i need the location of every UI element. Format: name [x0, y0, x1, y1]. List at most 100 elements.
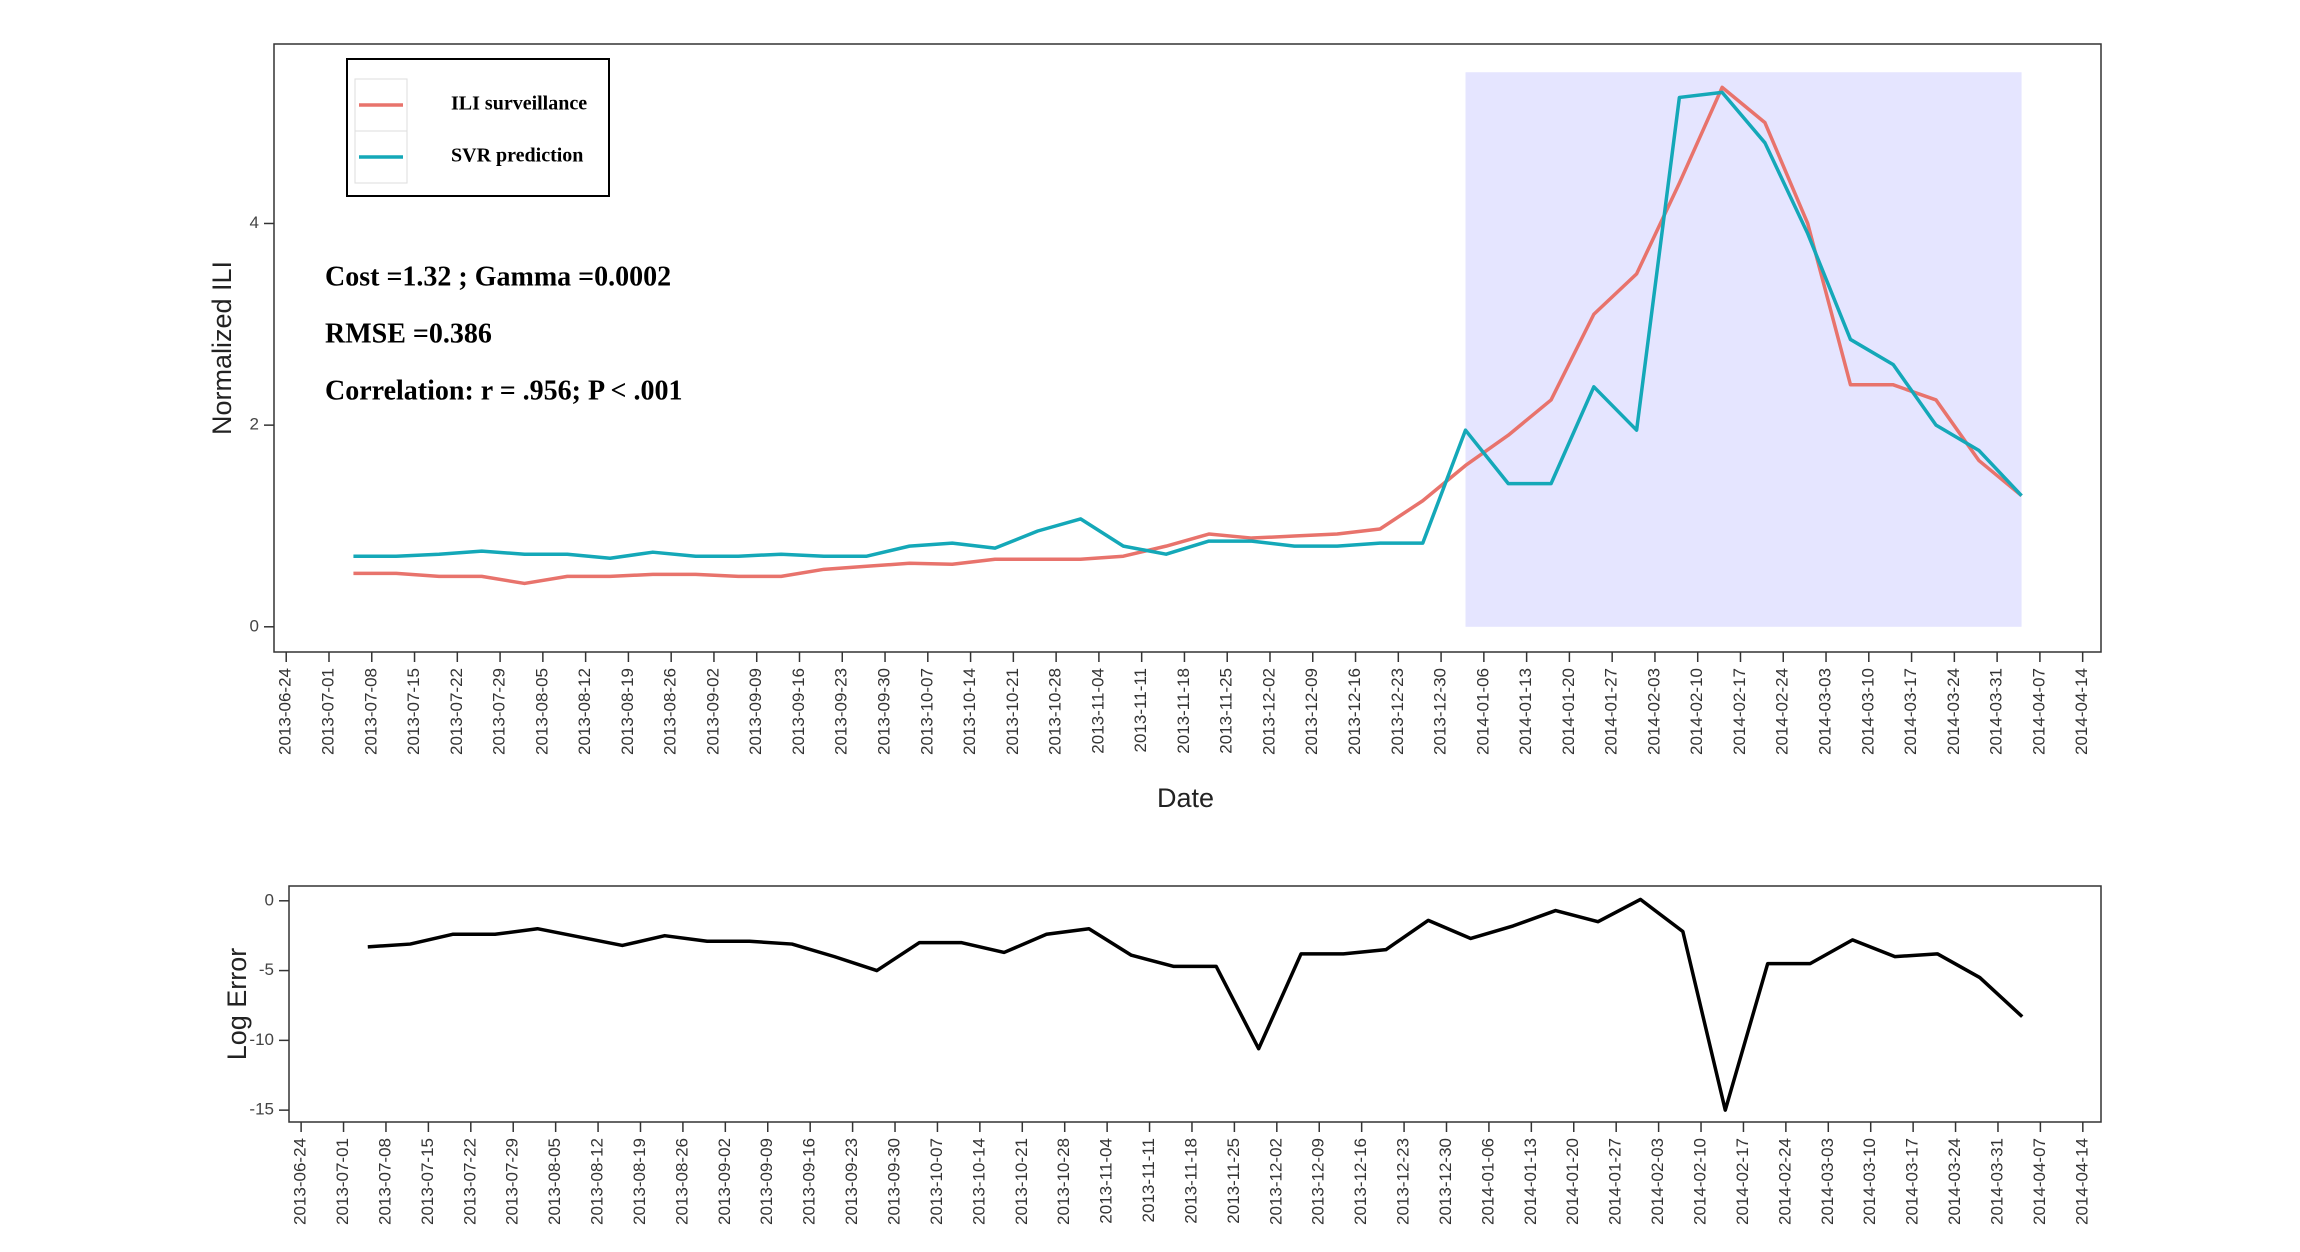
x-tick-label: 2014-04-07 [2030, 1138, 2049, 1225]
x-tick-label: 2014-02-03 [1648, 1138, 1667, 1225]
x-tick-label: 2014-04-07 [2029, 668, 2048, 755]
x-tick-label: 2013-07-01 [318, 668, 337, 755]
x-tick-label: 2013-09-09 [757, 1138, 776, 1225]
x-tick-label: 2013-11-04 [1097, 1138, 1116, 1224]
x-tick-label: 2013-09-02 [715, 1138, 734, 1225]
x-tick-label: 2013-08-26 [661, 668, 680, 755]
plot-frame [273, 43, 2102, 653]
x-tick-label: 2013-09-16 [789, 668, 808, 755]
x-tick-label: 2013-06-24 [291, 1138, 310, 1225]
y-tick-label: -10 [249, 1030, 274, 1049]
x-tick-label: 2013-08-19 [630, 1138, 649, 1225]
x-tick-label: 2014-03-10 [1860, 1138, 1879, 1225]
series-line [353, 90, 2023, 560]
x-tick-label: 2013-12-16 [1345, 668, 1364, 755]
x-tick-label: 2014-01-27 [1602, 668, 1621, 755]
x-tick-label: 2014-01-13 [1516, 668, 1535, 755]
x-tick-label: 2013-10-07 [917, 668, 936, 755]
x-tick-label: 2013-11-25 [1217, 668, 1236, 754]
x-tick-label: 2013-09-30 [885, 1138, 904, 1225]
x-tick-label: 2013-07-01 [333, 1138, 352, 1225]
x-tick-label: 2013-07-15 [418, 1138, 437, 1225]
legend-label: ILI surveillance [451, 93, 587, 115]
x-tick-label: 2013-09-23 [842, 1138, 861, 1225]
x-tick-label: 2013-06-24 [276, 668, 295, 755]
x-tick-label: 2014-03-17 [1901, 668, 1920, 755]
x-tick-label: 2014-03-31 [1987, 668, 2006, 755]
x-tick-label: 2014-01-27 [1606, 1138, 1625, 1225]
x-tick-label: 2014-01-06 [1473, 668, 1492, 755]
x-tick-label: 2014-02-17 [1730, 668, 1749, 755]
y-tick-label: 0 [265, 890, 274, 909]
x-tick-label: 2014-02-24 [1775, 1138, 1794, 1225]
x-tick-label: 2014-01-20 [1559, 668, 1578, 755]
series-line [367, 897, 2024, 1112]
x-tick-label: 2014-04-14 [2072, 1138, 2091, 1225]
legend-label: SVR prediction [451, 145, 583, 167]
x-tick-label: 2013-07-29 [503, 1138, 522, 1225]
x-tick-label: 2013-12-30 [1431, 668, 1450, 755]
panel: 2013-06-24 2013-07-01 2013-07-08 2013-07-15… [207, 43, 2102, 813]
x-tick-label: 2013-10-14 [969, 1138, 988, 1225]
x-tick-label: 2013-10-21 [1012, 1138, 1031, 1225]
x-tick-label: 2014-03-31 [1987, 1138, 2006, 1225]
x-tick-label: 2014-03-24 [1944, 668, 1963, 755]
annotation: Correlation: r = .956; P < .001 [325, 375, 683, 406]
x-tick-label: 2013-07-29 [490, 668, 509, 755]
x-tick-label: 2013-11-18 [1174, 668, 1193, 754]
x-tick-label: 2013-12-02 [1259, 668, 1278, 755]
x-tick-label: 2013-10-14 [960, 668, 979, 755]
x-tick-label: 2013-09-09 [746, 668, 765, 755]
x-tick-label: 2013-10-07 [927, 1138, 946, 1225]
y-tick-label: -5 [259, 960, 274, 979]
x-tick-label: 2014-01-13 [1521, 1138, 1540, 1225]
x-tick-label: 2013-12-02 [1266, 1138, 1285, 1225]
x-tick-label: 2013-08-12 [588, 1138, 607, 1225]
plot-frame [288, 885, 2102, 1123]
x-tick-label: 2014-02-17 [1733, 1138, 1752, 1225]
x-tick-label: 2013-12-30 [1436, 1138, 1455, 1225]
x-tick-label: 2013-08-12 [575, 668, 594, 755]
x-tick-label: 2013-11-18 [1181, 1138, 1200, 1224]
y-tick-label: 0 [250, 616, 259, 635]
x-tick-label: 2013-08-05 [545, 1138, 564, 1225]
x-tick-label: 2013-09-23 [832, 668, 851, 755]
x-tick-label: 2013-10-21 [1003, 668, 1022, 755]
x-tick-label: 2014-02-10 [1687, 668, 1706, 755]
x-tick-label: 2013-12-23 [1388, 668, 1407, 755]
x-tick-label: 2013-08-19 [618, 668, 637, 755]
x-tick-label: 2013-12-23 [1394, 1138, 1413, 1225]
x-tick-label: 2013-07-22 [447, 668, 466, 755]
x-tick-label: 2013-11-11 [1131, 668, 1150, 752]
x-tick-label: 2014-02-03 [1644, 668, 1663, 755]
panel: 2013-06-24 2013-07-01 2013-07-08 2013-07-15… [222, 885, 2102, 1225]
x-tick-label: 2013-11-25 [1224, 1138, 1243, 1224]
x-tick-label: 2014-03-17 [1903, 1138, 1922, 1225]
annotation: Cost =1.32 ; Gamma =0.0002 [325, 261, 671, 292]
x-tick-label: 2013-07-08 [375, 1138, 394, 1225]
x-tick-label: 2013-11-11 [1139, 1138, 1158, 1222]
highlight-region [1465, 72, 2022, 627]
x-tick-label: 2014-03-10 [1858, 668, 1877, 755]
x-tick-label: 2013-12-09 [1309, 1138, 1328, 1225]
x-tick-label: 2013-09-30 [875, 668, 894, 755]
x-tick-label: 2014-04-14 [2072, 668, 2091, 755]
x-tick-label: 2013-07-15 [404, 668, 423, 755]
y-tick-label: -15 [249, 1100, 274, 1119]
x-tick-label: 2013-09-16 [800, 1138, 819, 1225]
x-tick-label: 2013-07-08 [361, 668, 380, 755]
legend: ILI surveillance SVR prediction [346, 58, 610, 197]
annotation: RMSE =0.386 [325, 318, 492, 349]
x-tick-label: 2013-07-22 [460, 1138, 479, 1225]
series-line [353, 85, 2023, 586]
x-tick-label: 2014-03-03 [1816, 668, 1835, 755]
x-tick-label: 2014-01-06 [1478, 1138, 1497, 1225]
x-tick-label: 2013-08-26 [672, 1138, 691, 1225]
x-tick-label: 2014-03-03 [1818, 1138, 1837, 1225]
x-tick-label: 2013-10-28 [1054, 1138, 1073, 1225]
x-tick-label: 2013-10-28 [1046, 668, 1065, 755]
x-tick-label: 2014-02-24 [1773, 668, 1792, 755]
x-tick-label: 2014-03-24 [1945, 1138, 1964, 1225]
